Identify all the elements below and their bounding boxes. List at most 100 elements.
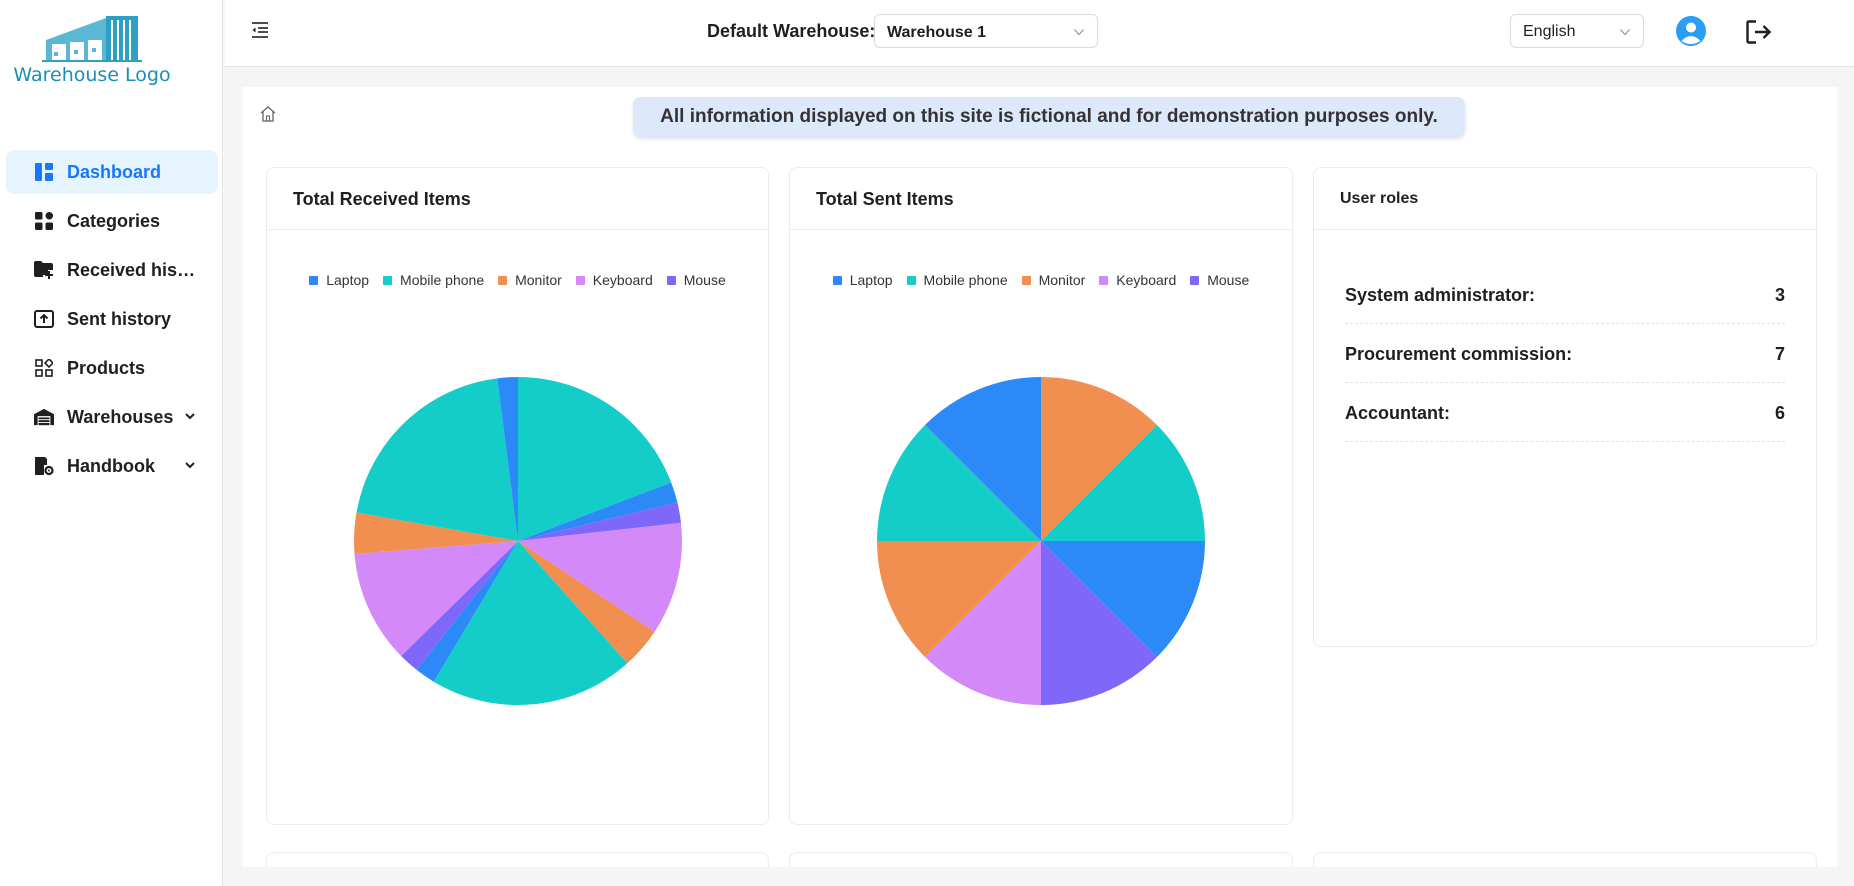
sidebar-item-handbook[interactable]: Handbook bbox=[6, 444, 218, 488]
role-label: Procurement commission: bbox=[1345, 344, 1573, 364]
pie-slice-laptop[interactable] bbox=[497, 377, 518, 541]
sidebar-item-label: Received history bbox=[67, 259, 201, 280]
sent-box-icon bbox=[34, 309, 54, 329]
pie-slice-mobile-phone[interactable] bbox=[1041, 425, 1205, 541]
role-row: Procurement commission: 7 bbox=[1345, 331, 1785, 383]
sidebar-item-warehouses[interactable]: Warehouses bbox=[6, 395, 218, 439]
logout-icon[interactable] bbox=[1746, 20, 1772, 44]
pie-slice-monitor[interactable] bbox=[518, 541, 655, 664]
sidebar-item-label: Products bbox=[67, 357, 146, 378]
sent-pie-chart bbox=[877, 377, 1205, 705]
sidebar-item-label: Handbook bbox=[67, 455, 155, 476]
legend-item-mobile-phone[interactable]: Mobile phone bbox=[383, 272, 484, 288]
pie-slice-keyboard[interactable] bbox=[518, 522, 682, 632]
received-items-card: Total Received Items Laptop Mobile phone… bbox=[266, 167, 769, 825]
legend-swatch bbox=[309, 275, 319, 285]
legend-label: Monitor bbox=[1038, 272, 1086, 288]
chart-legend: Laptop Mobile phone Monitor Keyboard Mou… bbox=[790, 272, 1292, 288]
legend-swatch bbox=[906, 275, 916, 285]
handbook-icon bbox=[34, 456, 54, 476]
legend-label: Keyboard bbox=[1116, 272, 1177, 288]
role-count: 6 bbox=[1774, 403, 1785, 423]
chevron-down-icon bbox=[1074, 29, 1084, 36]
legend-item-mouse[interactable]: Mouse bbox=[666, 272, 726, 288]
warehouse-logo[interactable]: Warehouse Logo bbox=[12, 14, 172, 86]
top-header: Default Warehouse: Warehouse 1 English bbox=[225, 0, 1854, 67]
logo-text: Warehouse Logo bbox=[13, 64, 171, 86]
warehouse-building-icon bbox=[42, 16, 142, 62]
sidebar-item-label: Warehouses bbox=[67, 406, 174, 427]
legend-label: Mouse bbox=[683, 272, 726, 288]
legend-swatch bbox=[832, 275, 842, 285]
legend-item-laptop[interactable]: Laptop bbox=[832, 272, 893, 288]
pie-slice-mobile-phone[interactable] bbox=[433, 541, 628, 705]
products-icon bbox=[34, 358, 54, 378]
sidebar-item-label: Categories bbox=[67, 210, 161, 231]
role-row: System administrator: 3 bbox=[1345, 272, 1785, 324]
legend-item-mouse[interactable]: Mouse bbox=[1190, 272, 1249, 288]
main-content: All information displayed on this site i… bbox=[243, 87, 1837, 867]
language-select[interactable]: English bbox=[1510, 14, 1644, 48]
legend-label: Laptop bbox=[326, 272, 370, 288]
pie-slice-laptop[interactable] bbox=[1041, 541, 1205, 657]
menu-fold-icon[interactable] bbox=[251, 21, 269, 39]
home-icon[interactable] bbox=[259, 105, 277, 123]
sidebar-item-dashboard[interactable]: Dashboard bbox=[6, 150, 218, 194]
received-folder-icon bbox=[34, 260, 54, 280]
card-title: Total Received Items bbox=[267, 168, 768, 230]
legend-swatch bbox=[1190, 275, 1200, 285]
pie-slice-mouse[interactable] bbox=[518, 502, 681, 541]
pie-slice-laptop[interactable] bbox=[518, 482, 678, 541]
pie-slice-monitor[interactable] bbox=[1041, 377, 1157, 541]
legend-item-keyboard[interactable]: Keyboard bbox=[575, 272, 653, 288]
card-title: User roles bbox=[1314, 168, 1816, 230]
legend-label: Mobile phone bbox=[923, 272, 1008, 288]
legend-item-monitor[interactable]: Monitor bbox=[498, 272, 562, 288]
pie-slice-mobile-phone[interactable] bbox=[356, 378, 518, 541]
sent-items-card: Total Sent Items Laptop Mobile phone Mon… bbox=[789, 167, 1293, 825]
pie-slice-mouse[interactable] bbox=[401, 541, 518, 670]
sidebar-item-sent-history[interactable]: Sent history bbox=[6, 297, 218, 341]
legend-item-keyboard[interactable]: Keyboard bbox=[1099, 272, 1176, 288]
role-row: Accountant: 6 bbox=[1345, 390, 1785, 442]
legend-label: Monitor bbox=[515, 272, 562, 288]
pie-slice-monitor[interactable] bbox=[877, 541, 1041, 657]
legend-swatch bbox=[383, 275, 393, 285]
legend-label: Mouse bbox=[1207, 272, 1250, 288]
sidebar-item-categories[interactable]: Categories bbox=[6, 199, 218, 243]
legend-item-laptop[interactable]: Laptop bbox=[309, 272, 369, 288]
legend-swatch bbox=[1021, 275, 1031, 285]
legend-item-monitor[interactable]: Monitor bbox=[1021, 272, 1086, 288]
user-roles-card: User roles System administrator: 3 Procu… bbox=[1313, 167, 1817, 647]
card-partial bbox=[789, 852, 1293, 867]
default-warehouse-label: Default Warehouse: bbox=[707, 21, 876, 41]
sidebar-item-label: Dashboard bbox=[67, 161, 162, 182]
sidebar-nav: Dashboard Categories Received history Se… bbox=[6, 150, 218, 493]
card-partial bbox=[266, 852, 769, 867]
chevron-down-icon bbox=[1620, 29, 1630, 36]
sidebar-item-products[interactable]: Products bbox=[6, 346, 218, 390]
chevron-down-icon bbox=[185, 462, 195, 469]
pie-slice-mobile-phone[interactable] bbox=[518, 377, 672, 541]
chevron-down-icon bbox=[185, 413, 195, 420]
pie-slice-mobile-phone[interactable] bbox=[877, 425, 1041, 541]
pie-slice-laptop[interactable] bbox=[416, 541, 518, 682]
warehouse-select-value: Warehouse 1 bbox=[887, 24, 986, 41]
role-label: System administrator: bbox=[1345, 285, 1536, 305]
pie-slice-mouse[interactable] bbox=[1041, 541, 1157, 705]
role-count: 7 bbox=[1774, 344, 1785, 364]
card-partial bbox=[1313, 852, 1817, 867]
legend-swatch bbox=[666, 275, 676, 285]
pie-slice-laptop[interactable] bbox=[925, 377, 1041, 541]
role-count: 3 bbox=[1774, 285, 1785, 305]
language-select-value: English bbox=[1523, 23, 1576, 40]
user-avatar-icon[interactable] bbox=[1675, 15, 1707, 47]
categories-icon bbox=[34, 211, 54, 231]
sidebar-item-received-history[interactable]: Received history bbox=[6, 248, 218, 292]
legend-item-mobile-phone[interactable]: Mobile phone bbox=[906, 272, 1008, 288]
pie-slice-keyboard[interactable] bbox=[925, 541, 1041, 705]
warehouse-select[interactable]: Warehouse 1 bbox=[874, 14, 1098, 48]
legend-label: Mobile phone bbox=[400, 272, 485, 288]
pie-slice-monitor[interactable] bbox=[354, 512, 518, 554]
pie-slice-keyboard[interactable] bbox=[354, 541, 518, 657]
